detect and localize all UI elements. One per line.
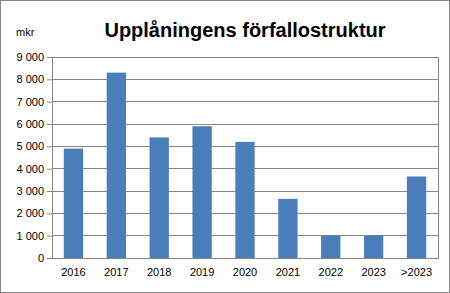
y-tick-label: 5 000 [16,140,44,152]
x-tick: 2016 [61,258,85,278]
bar [107,73,126,258]
bar [235,142,254,258]
y-tick: 5 000 [16,140,52,152]
x-tick: 2017 [104,258,128,278]
x-tick: 2020 [233,258,257,278]
x-tick-label: 2017 [104,266,128,278]
title: Upplåningens förfallostruktur [104,19,385,41]
chart: 0 1 000 2 000 3 000 4 000 5 000 6 000 7 000 8 00… [0,0,450,293]
y-tick-mark [47,169,52,170]
x-tick-label: 2021 [276,266,300,278]
y-tick-mark [47,57,52,58]
y-tick: 8 000 [16,73,52,85]
bar [321,236,340,258]
y-tick-mark [47,146,52,147]
x-tick: >2023 [401,258,432,278]
bar [192,126,211,258]
bar [64,149,83,258]
x-tick: 2021 [276,258,300,278]
chart-border [1,1,450,293]
y-tick-mark [47,102,52,103]
y-tick: 0 [38,252,52,264]
bar [364,236,383,258]
bar [407,176,426,258]
bars [64,73,426,258]
y-tick: 2 000 [16,207,52,219]
x-tick-label: >2023 [401,266,432,278]
x-axis-line [53,258,439,259]
y-tick-label: 3 000 [16,185,44,197]
x-tick-label: 2016 [61,266,85,278]
bar [150,137,169,258]
y-tick-label: 6 000 [16,118,44,130]
y-tick-label: 7 000 [16,96,44,108]
y-axis: 0 1 000 2 000 3 000 4 000 5 000 6 000 7 000 8 00… [16,51,52,264]
y-tick: 3 000 [16,185,52,197]
y-axis-label: mkr [16,26,35,38]
y-axis-line [52,58,53,259]
y-tick-mark [47,124,52,125]
x-tick-label: 2022 [319,266,343,278]
y-tick: 9 000 [16,51,52,63]
x-tick: 2019 [190,258,214,278]
y-tick: 4 000 [16,163,52,175]
y-tick-label: 8 000 [16,73,44,85]
y-tick-label: 4 000 [16,163,44,175]
y-tick: 7 000 [16,96,52,108]
y-tick-mark [47,79,52,80]
y-tick-label: 2 000 [16,207,44,219]
y-tick: 6 000 [16,118,52,130]
plot: 0 1 000 2 000 3 000 4 000 5 000 6 000 7 000 8 00… [16,51,438,278]
y-tick-label: 1 000 [16,230,44,242]
x-tick: 2018 [147,258,171,278]
x-tick: 2023 [361,258,385,278]
y-tick: 1 000 [16,230,52,242]
x-tick-label: 2023 [361,266,385,278]
y-tick-mark [47,236,52,237]
y-tick-mark [47,191,52,192]
x-tick-label: 2018 [147,266,171,278]
y-tick-mark [47,258,52,259]
grid [52,57,438,258]
y-tick-mark [47,213,52,214]
bar [278,199,297,258]
y-tick-label: 9 000 [16,51,44,63]
x-tick: 2022 [319,258,343,278]
x-axis: 2016 2017 2018 2019 2020 2021 2022 2023 >2023 [53,258,439,278]
y-tick-label: 0 [38,252,44,264]
plot-frame [52,57,438,258]
x-tick-label: 2019 [190,266,214,278]
x-tick-label: 2020 [233,266,257,278]
